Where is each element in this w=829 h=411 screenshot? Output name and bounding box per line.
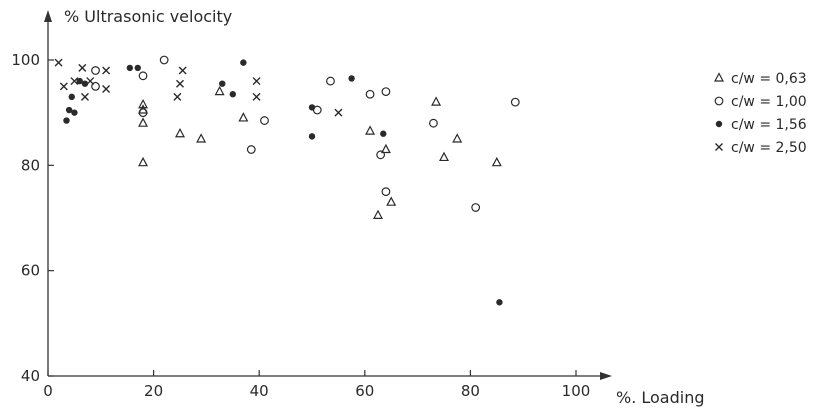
data-point-dot xyxy=(219,80,226,87)
data-point-triangle xyxy=(491,156,502,167)
legend-label: c/w = 2,50 xyxy=(731,140,807,156)
data-point-cross xyxy=(178,66,187,75)
x-tick-label: 80 xyxy=(461,382,480,400)
legend-label: c/w = 1,56 xyxy=(731,117,807,133)
data-point-circle xyxy=(138,71,148,81)
y-tick-label: 40 xyxy=(21,367,40,385)
data-point-dot xyxy=(308,104,316,111)
data-point-triangle xyxy=(238,112,249,122)
data-point-dot xyxy=(380,130,387,137)
data-point-triangle xyxy=(365,125,376,135)
data-point-dot xyxy=(348,75,355,82)
data-point-dot xyxy=(63,117,70,124)
data-point-cross xyxy=(173,92,182,101)
data-point-circle xyxy=(138,108,148,118)
data-point-circle xyxy=(246,145,256,154)
data-point-triangle xyxy=(373,209,383,219)
data-point-triangle xyxy=(431,96,442,106)
legend-marker-cross xyxy=(715,143,723,151)
data-point-dot xyxy=(65,106,73,114)
data-point-dot xyxy=(308,133,316,140)
data-point-circle xyxy=(471,203,481,212)
data-point-dot xyxy=(76,77,83,85)
data-point-triangle xyxy=(175,127,185,138)
data-point-dot xyxy=(240,59,247,66)
data-point-circle xyxy=(381,87,391,96)
legend-marker-circle xyxy=(714,96,724,106)
data-point-circle xyxy=(365,89,375,99)
data-point-cross xyxy=(80,92,89,101)
data-points xyxy=(54,55,520,306)
legend-label: c/w = 1,00 xyxy=(731,94,807,110)
y-tick-label: 80 xyxy=(21,156,40,174)
data-point-circle xyxy=(91,81,100,91)
data-point-circle xyxy=(159,55,169,65)
data-point-cross xyxy=(102,66,111,75)
axes xyxy=(44,10,612,380)
data-point-triangle xyxy=(380,143,391,154)
data-point-cross xyxy=(102,84,111,93)
y-axis-arrowhead xyxy=(44,10,52,22)
x-axis-title: %. Loading xyxy=(616,388,705,407)
x-tick-label: 20 xyxy=(144,382,163,400)
data-point-cross xyxy=(54,58,63,67)
ticks: 0 20 40 60 80 100 40 60 80 100 xyxy=(11,51,590,400)
x-tick-label: 100 xyxy=(562,382,591,400)
y-tick-label: 100 xyxy=(11,51,40,69)
data-point-cross xyxy=(176,79,184,88)
legend: c/w = 0,63 c/w = 1,00 c/w = 1,56 c/w = 2,50 xyxy=(714,71,807,156)
x-tick-label: 40 xyxy=(250,382,269,400)
y-tick-label: 60 xyxy=(21,262,40,280)
data-point-circle xyxy=(510,97,520,107)
data-point-triangle xyxy=(138,156,149,167)
data-point-dot xyxy=(71,109,78,116)
data-point-cross xyxy=(252,92,261,101)
data-point-dot xyxy=(81,80,89,87)
x-axis-arrowhead xyxy=(600,372,612,380)
data-point-cross xyxy=(334,108,343,117)
data-point-dot xyxy=(126,64,134,72)
y-axis-title: % Ultrasonic velocity xyxy=(64,7,232,26)
data-point-dot xyxy=(229,91,236,98)
data-point-cross xyxy=(70,77,79,86)
data-point-dot xyxy=(68,93,75,101)
data-point-circle xyxy=(260,116,269,125)
data-point-dot xyxy=(496,299,503,306)
legend-marker-triangle xyxy=(714,72,724,82)
data-point-circle xyxy=(376,150,386,160)
data-point-triangle xyxy=(386,196,397,206)
legend-marker-dot xyxy=(715,120,723,128)
data-point-triangle xyxy=(138,117,149,127)
data-point-circle xyxy=(429,118,438,128)
data-point-triangle xyxy=(214,85,225,96)
x-tick-label: 60 xyxy=(355,382,374,400)
data-point-circle xyxy=(381,187,391,197)
data-point-triangle xyxy=(452,133,463,143)
data-point-circle xyxy=(91,66,100,75)
data-point-circle xyxy=(326,76,335,86)
data-point-dot xyxy=(134,64,141,72)
data-point-cross xyxy=(86,77,95,86)
x-tick-label: 0 xyxy=(43,382,53,400)
data-point-cross xyxy=(78,63,87,72)
data-point-cross xyxy=(252,77,261,86)
data-point-triangle xyxy=(138,98,149,109)
data-point-cross xyxy=(59,82,68,91)
data-point-triangle xyxy=(439,151,449,162)
data-point-triangle xyxy=(196,133,207,143)
legend-label: c/w = 0,63 xyxy=(731,71,807,87)
